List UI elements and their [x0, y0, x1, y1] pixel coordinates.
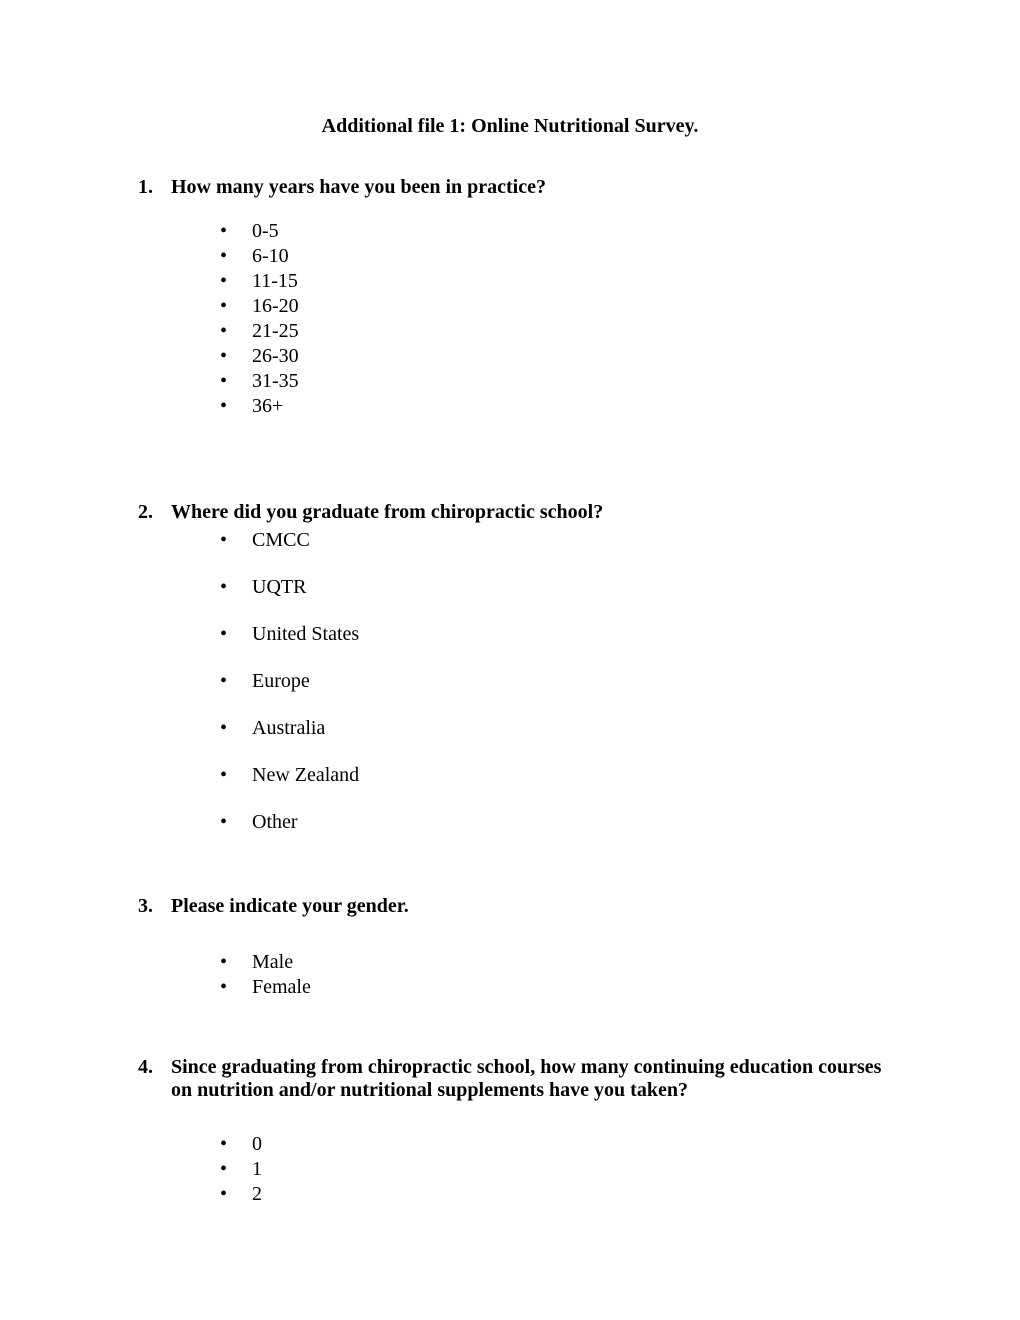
list-item: 31-35 — [228, 369, 900, 394]
question-2-text: Where did you graduate from chiropractic… — [171, 501, 603, 524]
question-2: 2. Where did you graduate from chiroprac… — [120, 501, 900, 835]
list-item: Europe — [228, 669, 900, 694]
list-item: Female — [228, 975, 900, 1000]
question-1-number: 1. — [138, 176, 153, 199]
question-4-header: 4. Since graduating from chiropractic sc… — [120, 1056, 900, 1102]
list-item: 0-5 — [228, 219, 900, 244]
document-title: Additional file 1: Online Nutritional Su… — [120, 115, 900, 138]
list-item: 2 — [228, 1182, 900, 1207]
question-3-header: 3. Please indicate your gender. — [120, 895, 900, 918]
question-2-header: 2. Where did you graduate from chiroprac… — [120, 501, 900, 524]
list-item: 11-15 — [228, 269, 900, 294]
question-2-number: 2. — [138, 501, 153, 524]
list-item: New Zealand — [228, 763, 900, 788]
list-item: 1 — [228, 1157, 900, 1182]
question-1-text: How many years have you been in practice… — [171, 176, 546, 199]
list-item: 6-10 — [228, 244, 900, 269]
list-item: 21-25 — [228, 319, 900, 344]
list-item: 36+ — [228, 394, 900, 419]
question-1: 1. How many years have you been in pract… — [120, 176, 900, 419]
list-item: United States — [228, 622, 900, 647]
question-3-options: Male Female — [120, 950, 900, 1000]
list-item: 26-30 — [228, 344, 900, 369]
list-item: CMCC — [228, 528, 900, 553]
question-3: 3. Please indicate your gender. Male Fem… — [120, 895, 900, 1000]
list-item: 0 — [228, 1132, 900, 1157]
question-4-text: Since graduating from chiropractic schoo… — [171, 1056, 900, 1102]
question-3-number: 3. — [138, 895, 153, 918]
question-4-options: 0 1 2 — [120, 1132, 900, 1207]
question-4-number: 4. — [138, 1056, 153, 1102]
list-item: Australia — [228, 716, 900, 741]
question-4: 4. Since graduating from chiropractic sc… — [120, 1056, 900, 1207]
question-1-options: 0-5 6-10 11-15 16-20 21-25 26-30 31-35 3… — [120, 219, 900, 419]
question-2-options: CMCC UQTR United States Europe Australia… — [120, 528, 900, 835]
list-item: Male — [228, 950, 900, 975]
list-item: Other — [228, 810, 900, 835]
question-1-header: 1. How many years have you been in pract… — [120, 176, 900, 199]
question-3-text: Please indicate your gender. — [171, 895, 409, 918]
list-item: UQTR — [228, 575, 900, 600]
list-item: 16-20 — [228, 294, 900, 319]
